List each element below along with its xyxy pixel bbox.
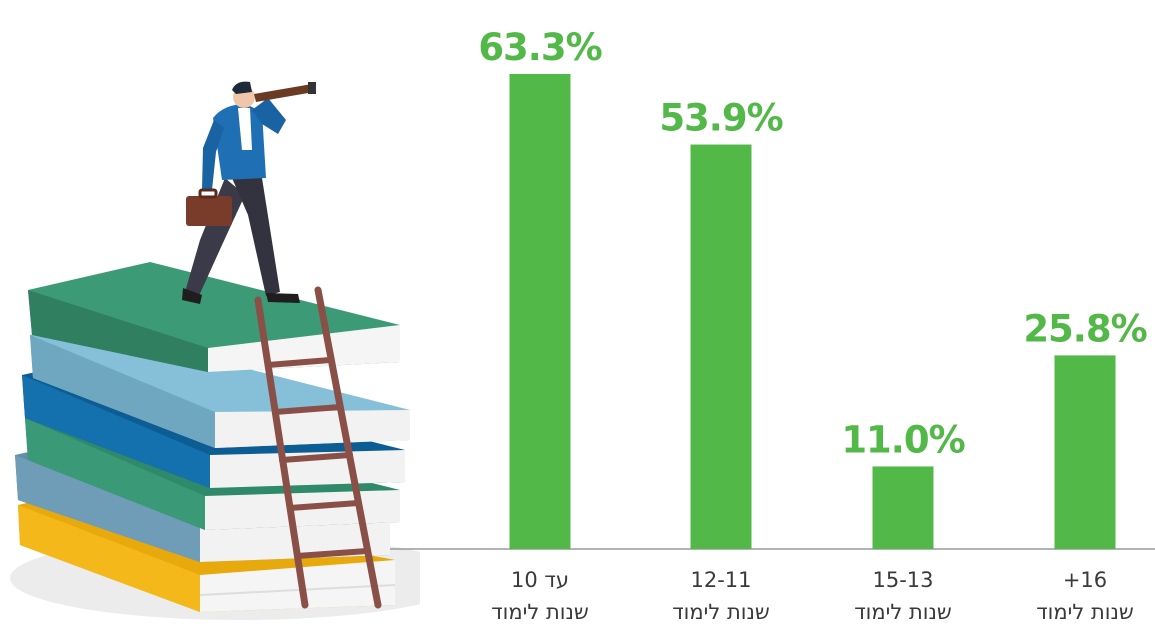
category-label-2-line1: 15-13 [872,568,933,592]
bar-0 [509,74,571,549]
value-label-0: 63.3% [478,26,601,69]
category-label-3-line2: שנות לימוד [1036,600,1134,624]
bar-2 [872,466,934,549]
category-label-2-line2: שנות לימוד [854,600,952,624]
book-top-green [28,262,400,372]
book-lightblue [30,325,410,448]
value-label-2: 11.0% [841,418,964,461]
category-label-1-line1: 12-11 [690,568,751,592]
bar-3 [1054,355,1116,549]
ladder-icon [254,286,382,609]
category-label-0-line2: שנות לימוד [491,600,589,624]
businessman-telescope-on-books-icon [10,81,420,620]
businessman-figure [182,81,316,304]
bar-1 [690,144,752,550]
value-label-1: 53.9% [659,97,782,140]
category-label-0-line1: עד 10 [511,568,569,592]
category-label-3-line1: +16 [1063,568,1107,592]
value-label-3: 25.8% [1023,307,1146,350]
category-label-1-line2: שנות לימוד [672,600,770,624]
